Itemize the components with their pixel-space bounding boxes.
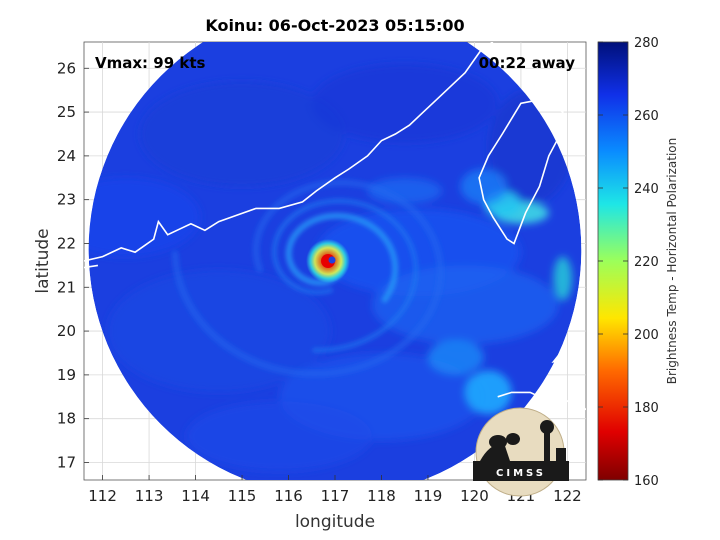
swath-feature bbox=[465, 370, 512, 415]
y-tick-label: 24 bbox=[57, 147, 76, 165]
colorbar-tick-label: 280 bbox=[634, 36, 659, 51]
y-tick-label: 19 bbox=[57, 366, 76, 384]
x-tick-label: 122 bbox=[553, 487, 582, 505]
vmax-label: Vmax: 99 kts bbox=[95, 54, 205, 72]
cimss-logo: CIMSS bbox=[473, 407, 569, 497]
spiral-band bbox=[171, 179, 444, 378]
swath-feature bbox=[107, 269, 331, 393]
colorbar-tick-label: 240 bbox=[634, 182, 659, 197]
colorbar-tick-label: 220 bbox=[634, 255, 659, 270]
swath-feature bbox=[460, 169, 507, 205]
y-tick-label: 17 bbox=[57, 453, 76, 471]
y-axis-label: latitude bbox=[33, 228, 53, 293]
colorbar-tick-label: 160 bbox=[634, 474, 659, 489]
y-tick-label: 25 bbox=[57, 103, 76, 121]
colorbar: 160 180 200 220 240 260 280 Brightness Temp - … bbox=[597, 36, 679, 489]
coastline-fragment bbox=[84, 264, 99, 269]
colorbar-tick-label: 180 bbox=[634, 401, 659, 416]
swath-feature bbox=[139, 81, 345, 187]
x-tick-label: 120 bbox=[460, 487, 489, 505]
swath-feature bbox=[186, 401, 373, 472]
chart-title: Koinu: 06-Oct-2023 05:15:00 bbox=[205, 16, 464, 35]
y-tick-label: 22 bbox=[57, 234, 76, 252]
y-tick-label: 18 bbox=[57, 410, 76, 428]
x-tick-label: 112 bbox=[88, 487, 117, 505]
y-tick-label: 23 bbox=[57, 191, 76, 209]
swath-feature bbox=[427, 339, 484, 375]
x-tick-label: 119 bbox=[414, 487, 443, 505]
colorbar-tick-label: 260 bbox=[634, 109, 659, 124]
microwave-swath bbox=[88, 42, 582, 480]
eye bbox=[328, 256, 336, 264]
y-tick-label: 21 bbox=[57, 278, 76, 296]
coastline-island bbox=[551, 351, 564, 363]
x-tick-label: 114 bbox=[181, 487, 210, 505]
logo-text: CIMSS bbox=[496, 468, 546, 479]
x-tick-label: 113 bbox=[135, 487, 164, 505]
swath-feature bbox=[311, 63, 498, 143]
x-tick-label: 117 bbox=[321, 487, 350, 505]
y-tick-label: 20 bbox=[57, 322, 76, 340]
x-tick-label: 116 bbox=[274, 487, 303, 505]
colorbar-tick-label: 200 bbox=[634, 328, 659, 343]
x-tick-label: 115 bbox=[228, 487, 257, 505]
swath-feature bbox=[372, 265, 559, 345]
coastline bbox=[84, 42, 586, 411]
time-away-label: 00:22 away bbox=[479, 54, 576, 72]
y-tick-label: 26 bbox=[57, 59, 76, 77]
coastline-luzon bbox=[497, 391, 586, 411]
x-tick-label: 118 bbox=[367, 487, 396, 505]
x-axis-label: longitude bbox=[295, 512, 375, 532]
spiral-band bbox=[271, 198, 419, 353]
swath-feature bbox=[553, 256, 573, 301]
y-axis-ticks: 17 18 19 20 21 22 23 24 25 26 bbox=[57, 59, 89, 471]
swath-feature bbox=[367, 177, 442, 205]
colorbar-title: Brightness Temp - Horizontal Polarizatio… bbox=[665, 138, 679, 385]
coastline-taiwan bbox=[478, 98, 564, 245]
coastline-china bbox=[84, 42, 494, 262]
